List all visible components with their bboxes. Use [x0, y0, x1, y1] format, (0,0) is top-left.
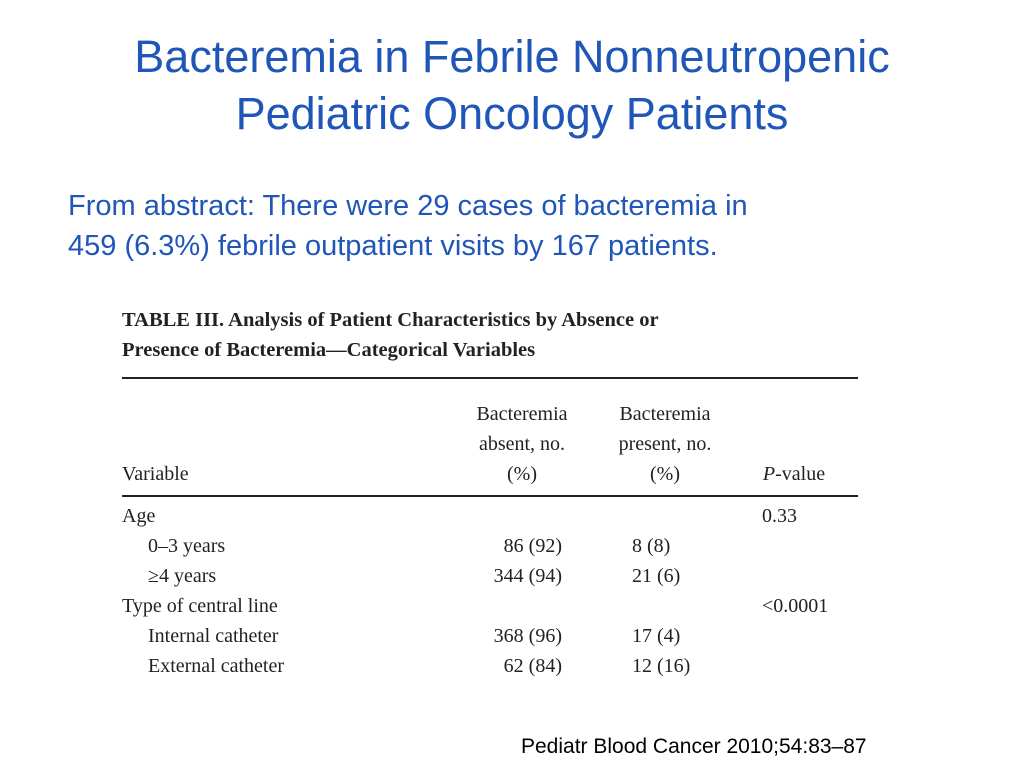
- variable-cell: ≥4 years: [148, 565, 217, 587]
- table-row: Type of central line <0.0001: [122, 591, 858, 621]
- header-p-value: P-value: [742, 459, 846, 489]
- table-row: ≥4 years 344 (94) 21 (6): [122, 561, 858, 591]
- table-caption-line-2: Presence of Bacteremia—Categorical Varia…: [122, 339, 536, 361]
- slide-title-line-2: Pediatric Oncology Patients: [235, 88, 789, 139]
- header-present-line-1: Bacteremia: [619, 403, 711, 425]
- table-header-row: Variable Bacteremia absent, no. (%) Bact…: [122, 379, 858, 495]
- abstract-line-1: From abstract: There were 29 cases of ba…: [68, 190, 748, 222]
- header-present-line-3: (%): [650, 463, 680, 485]
- p-value-cell: <0.0001: [762, 595, 829, 617]
- bacteremia-absent-cell: 86 (92): [503, 535, 562, 557]
- p-value-cell: 0.33: [762, 505, 797, 527]
- table-figure: TABLE III. Analysis of Patient Character…: [122, 305, 858, 691]
- table-caption-line-1: TABLE III. Analysis of Patient Character…: [122, 309, 659, 331]
- table-body: Age 0.33 0–3 years 86 (92) 8 (8) ≥4 years 344 …: [122, 501, 858, 681]
- variable-cell: 0–3 years: [148, 535, 226, 557]
- header-bacteremia-present: Bacteremia present, no. (%): [596, 399, 734, 489]
- table-header-rule: [122, 495, 858, 497]
- abstract-text: From abstract: There were 29 cases of ba…: [68, 186, 968, 266]
- variable-cell: Internal catheter: [148, 625, 279, 647]
- slide-title: Bacteremia in Febrile Nonneutropenic Ped…: [0, 28, 1024, 142]
- table-row: Age 0.33: [122, 501, 858, 531]
- header-variable: Variable: [122, 463, 189, 485]
- header-absent-line-3: (%): [507, 463, 537, 485]
- slide-title-line-1: Bacteremia in Febrile Nonneutropenic: [134, 31, 890, 82]
- header-absent-line-2: absent, no.: [478, 433, 566, 455]
- abstract-line-2: 459 (6.3%) febrile outpatient visits by …: [68, 230, 718, 262]
- table-row: External catheter 62 (84) 12 (16): [122, 651, 858, 681]
- header-bacteremia-absent: Bacteremia absent, no. (%): [452, 399, 592, 489]
- bacteremia-present-cell: 12 (16): [632, 655, 691, 677]
- header-present-line-2: present, no.: [618, 433, 712, 455]
- citation: Pediatr Blood Cancer 2010;54:83–87: [521, 735, 867, 758]
- variable-cell: Age: [122, 505, 156, 527]
- bacteremia-absent-cell: 344 (94): [493, 565, 562, 587]
- bacteremia-absent-cell: 62 (84): [503, 655, 562, 677]
- bacteremia-present-cell: 8 (8): [632, 535, 671, 557]
- table-top-rule: [122, 377, 858, 379]
- bacteremia-present-cell: 21 (6): [632, 565, 681, 587]
- bacteremia-absent-cell: 368 (96): [493, 625, 562, 647]
- bacteremia-present-cell: 17 (4): [632, 625, 681, 647]
- variable-cell: External catheter: [148, 655, 285, 677]
- table-row: 0–3 years 86 (92) 8 (8): [122, 531, 858, 561]
- header-p-suffix: -value: [775, 463, 826, 485]
- table-row: Internal catheter 368 (96) 17 (4): [122, 621, 858, 651]
- table-caption: TABLE III. Analysis of Patient Character…: [122, 305, 858, 365]
- variable-cell: Type of central line: [122, 595, 278, 617]
- header-absent-line-1: Bacteremia: [476, 403, 568, 425]
- header-p-letter: P: [762, 463, 776, 485]
